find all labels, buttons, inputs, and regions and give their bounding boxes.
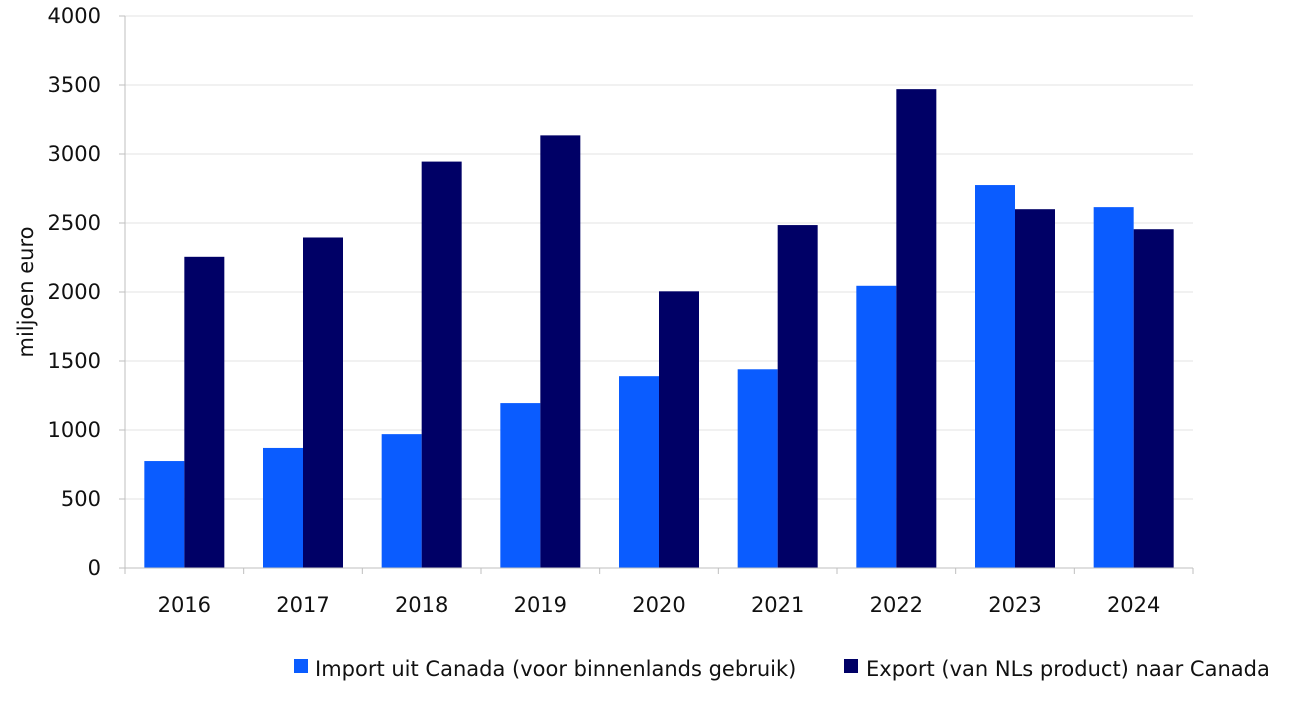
legend: Import uit Canada (voor binnenlands gebr… — [294, 657, 1270, 681]
legend-swatch-import — [294, 659, 308, 673]
bar-export-2018 — [421, 161, 462, 568]
y-tick-label-4000: 4000 — [48, 4, 101, 28]
bar-import-2020 — [619, 376, 659, 568]
x-tick-labels: 2016 2017 2018 2019 2020 2021 2022 2023 2024 — [158, 593, 1161, 617]
y-tick-label-1000: 1000 — [48, 418, 101, 442]
y-tick-label-3500: 3500 — [48, 73, 101, 97]
y-tick-label-500: 500 — [61, 487, 101, 511]
bar-export-2017 — [303, 237, 343, 569]
x-tick-label-2024: 2024 — [1107, 593, 1160, 617]
legend-label-export: Export (van NLs product) naar Canada — [866, 657, 1270, 681]
bar-import-2024 — [1093, 207, 1134, 568]
x-tick-label-2022: 2022 — [870, 593, 923, 617]
bar-import-2023 — [975, 185, 1015, 569]
axes — [124, 16, 1193, 569]
x-tick-label-2019: 2019 — [514, 593, 567, 617]
x-tick-label-2017: 2017 — [276, 593, 329, 617]
x-tick-label-2021: 2021 — [751, 593, 804, 617]
bar-import-2019 — [500, 403, 541, 568]
bar-import-2017 — [263, 447, 303, 568]
x-tick-label-2016: 2016 — [158, 593, 211, 617]
bar-export-2016 — [184, 256, 225, 568]
bar-export-2023 — [1015, 209, 1055, 568]
y-tick-label-0: 0 — [88, 556, 101, 580]
y-tick-label-3000: 3000 — [48, 142, 101, 166]
x-tick-label-2018: 2018 — [395, 593, 448, 617]
bars — [144, 89, 1174, 569]
bar-import-2016 — [144, 461, 185, 568]
bar-export-2024 — [1133, 229, 1174, 568]
y-tick-label-2500: 2500 — [48, 211, 101, 235]
y-tick-label-2000: 2000 — [48, 280, 101, 304]
bar-export-2020 — [659, 291, 699, 568]
x-tick-label-2020: 2020 — [632, 593, 685, 617]
legend-label-import: Import uit Canada (voor binnenlands gebr… — [315, 657, 796, 681]
legend-swatch-export — [844, 659, 858, 673]
y-tick-labels: 0 500 1000 1500 2000 2500 3000 3500 4000 — [48, 4, 101, 580]
y-axis-title: miljoen euro — [14, 227, 38, 358]
bar-import-2021 — [737, 369, 778, 568]
bar-export-2022 — [896, 89, 937, 568]
bar-export-2021 — [777, 225, 818, 568]
bar-import-2018 — [381, 434, 422, 568]
x-tick-label-2023: 2023 — [988, 593, 1041, 617]
bar-import-2022 — [856, 285, 897, 568]
bar-export-2019 — [540, 135, 581, 568]
y-tick-label-1500: 1500 — [48, 349, 101, 373]
